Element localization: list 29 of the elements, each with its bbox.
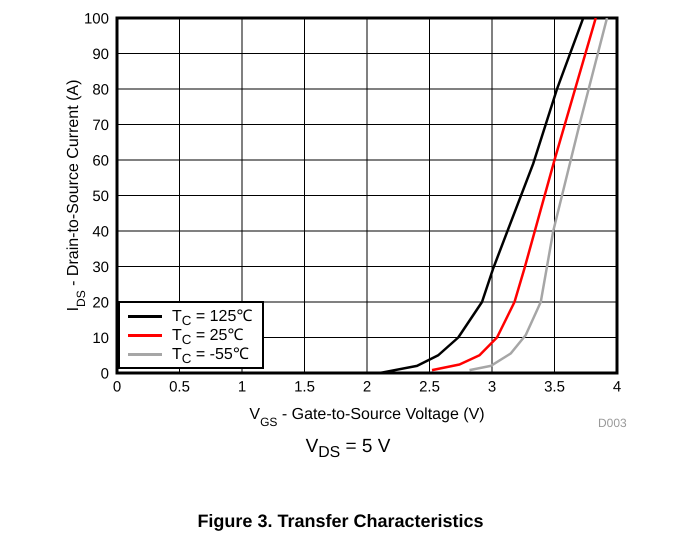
x-tick-label: 1 bbox=[238, 378, 246, 396]
x-tick-label: 0.5 bbox=[169, 378, 190, 396]
x-axis-title: V$_{GS}$ - Gate-to-Source Voltage (V) bbox=[249, 406, 485, 429]
line-series bbox=[430, 18, 597, 372]
y-tick-label: 40 bbox=[92, 223, 109, 240]
y-tick-label: 90 bbox=[92, 46, 109, 63]
x-tick-label: 4 bbox=[612, 378, 622, 396]
text: D003 bbox=[598, 416, 627, 430]
y-tick-label: 80 bbox=[92, 81, 109, 98]
legend-label: T$_{C}$ = 25℃ bbox=[172, 327, 244, 348]
y-tick-label: 30 bbox=[92, 258, 109, 276]
legend-label: T$_{C}$ = -55℃ bbox=[172, 346, 249, 367]
y-tick-label: 10 bbox=[92, 330, 109, 347]
x-tick-label: 3.5 bbox=[544, 378, 565, 396]
x-tick-label: 0 bbox=[112, 378, 122, 396]
x-tick-label: 2.5 bbox=[419, 378, 440, 396]
y-tick-label: 100 bbox=[84, 10, 109, 28]
text: V$_{DS}$ = 5 V bbox=[304, 436, 392, 462]
y-tick-label: 50 bbox=[92, 188, 109, 205]
y-tick-label: 60 bbox=[92, 152, 109, 170]
legend-label: T$_{C}$ = 125℃ bbox=[172, 307, 252, 329]
x-tick-label: 1.5 bbox=[294, 378, 315, 396]
y-tick-label: 70 bbox=[92, 116, 109, 134]
line-series bbox=[468, 18, 608, 372]
x-tick-label: 2 bbox=[362, 378, 372, 396]
y-tick-label: 20 bbox=[92, 294, 109, 312]
y-tick-label: 0 bbox=[100, 365, 109, 382]
x-tick-label: 3 bbox=[488, 378, 496, 396]
text: Figure 3. Transfer Characteristics bbox=[196, 511, 485, 532]
